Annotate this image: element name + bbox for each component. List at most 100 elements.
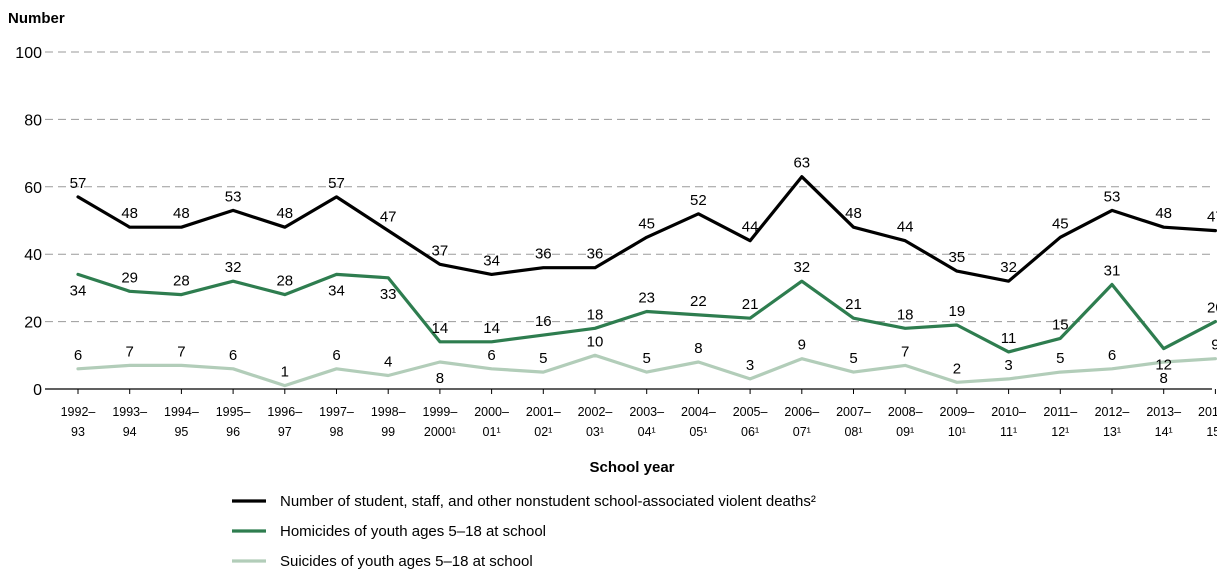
- x-tick-label-line2: 12¹: [1051, 425, 1069, 439]
- y-tick-label: 100: [15, 45, 42, 62]
- x-tick-label-line1: 2007–: [836, 405, 871, 419]
- gridlines: [45, 51, 1216, 394]
- x-tick-label-line1: 2002–: [578, 405, 613, 419]
- data-label-series-0: 48: [173, 205, 190, 222]
- x-tick-label-line2: 93: [71, 425, 85, 439]
- x-tick-label-line2: 15¹: [1206, 425, 1217, 439]
- x-tick-label-line1: 2006–: [784, 405, 819, 419]
- x-tick-label-line1: 2008–: [888, 405, 923, 419]
- data-label-series-0: 44: [897, 219, 914, 236]
- data-label-series-0: 63: [793, 155, 810, 172]
- data-label-series-2: 5: [1056, 350, 1064, 367]
- data-label-series-2: 10: [587, 333, 604, 350]
- legend-entry: Suicides of youth ages 5–18 at school: [280, 553, 533, 570]
- data-label-series-0: 48: [121, 205, 138, 222]
- x-tick-label-line1: 2000–: [474, 405, 509, 419]
- data-label-series-0: 36: [587, 246, 604, 263]
- data-label-series-2: 2: [953, 360, 961, 377]
- x-tick-label-line1: 2005–: [733, 405, 768, 419]
- data-label-series-0: 34: [483, 252, 500, 269]
- data-label-series-2: 6: [1108, 347, 1116, 364]
- data-label-series-2: 8: [694, 340, 702, 357]
- data-label-series-1: 34: [70, 282, 87, 299]
- x-axis-label: School year: [589, 459, 674, 476]
- data-label-series-2: 6: [487, 347, 495, 364]
- y-tick-label: 0: [33, 382, 42, 399]
- data-label-series-2: 7: [901, 343, 909, 360]
- x-tick-label-line2: 97: [278, 425, 292, 439]
- x-tick-label-line2: 14¹: [1155, 425, 1173, 439]
- data-label-series-2: 9: [798, 337, 806, 354]
- data-label-series-0: 52: [690, 192, 707, 209]
- data-label-series-0: 37: [432, 242, 449, 259]
- data-label-series-1: 28: [276, 273, 293, 290]
- data-label-series-1: 32: [793, 259, 810, 276]
- data-label-series-1: 23: [638, 289, 655, 306]
- data-label-series-2: 7: [177, 343, 185, 360]
- x-tick-label-line2: 13¹: [1103, 425, 1121, 439]
- data-label-series-2: 1: [281, 364, 289, 381]
- data-label-series-2: 6: [332, 347, 340, 364]
- x-tick-label-line1: 1992–: [61, 405, 96, 419]
- data-label-series-1: 15: [1052, 316, 1069, 333]
- data-label-series-1: 12: [1155, 357, 1172, 374]
- data-label-series-2: 6: [74, 347, 82, 364]
- data-label-series-0: 48: [276, 205, 293, 222]
- data-label-series-1: 22: [690, 293, 707, 310]
- data-label-series-1: 18: [587, 306, 604, 323]
- data-label-series-2: 3: [1004, 357, 1012, 374]
- data-label-series-0: 57: [70, 175, 87, 192]
- x-tick-label-line2: 95: [174, 425, 188, 439]
- data-label-series-0: 53: [1104, 188, 1121, 205]
- x-tick-label-line1: 2012–: [1095, 405, 1130, 419]
- x-tick-label-line2: 2000¹: [424, 425, 456, 439]
- data-label-series-1: 16: [535, 313, 552, 330]
- x-tick-label-line1: 1999–: [423, 405, 458, 419]
- data-label-series-1: 32: [225, 259, 242, 276]
- data-label-series-1: 31: [1104, 263, 1121, 280]
- x-tick-label-line2: 01¹: [483, 425, 501, 439]
- data-label-series-2: 9: [1211, 337, 1217, 354]
- data-label-series-0: 48: [1155, 205, 1172, 222]
- data-label-series-0: 45: [638, 215, 655, 232]
- data-label-series-1: 18: [897, 306, 914, 323]
- x-tick-label-line2: 02¹: [534, 425, 552, 439]
- series-line-2: [76, 353, 1217, 388]
- data-label-series-1: 19: [949, 303, 966, 320]
- x-tick-label-line1: 2013–: [1146, 405, 1181, 419]
- x-tick-label-line1: 1993–: [112, 405, 147, 419]
- y-tick-label: 40: [24, 247, 42, 264]
- legend-entry: Homicides of youth ages 5–18 at school: [280, 523, 546, 540]
- y-axis-label: Number: [8, 10, 65, 27]
- x-tick-label-line2: 96: [226, 425, 240, 439]
- x-tick-label-line1: 2010–: [991, 405, 1026, 419]
- data-label-series-1: 20: [1207, 300, 1217, 317]
- data-label-series-1: 34: [328, 282, 345, 299]
- x-tick-label-line2: 06¹: [741, 425, 759, 439]
- x-tick-label-line2: 08¹: [844, 425, 862, 439]
- y-tick-label: 60: [24, 180, 42, 197]
- x-tick-label-line2: 07¹: [793, 425, 811, 439]
- x-tick-label-line1: 1997–: [319, 405, 354, 419]
- x-tick-label-line2: 10¹: [948, 425, 966, 439]
- x-tick-label-line2: 98: [330, 425, 344, 439]
- data-label-series-2: 5: [539, 350, 547, 367]
- x-tick-label-line1: 2004–: [681, 405, 716, 419]
- x-tick-label-line1: 2014–: [1198, 405, 1217, 419]
- data-label-series-2: 3: [746, 357, 754, 374]
- data-label-series-0: 47: [380, 209, 397, 226]
- y-tick-label: 80: [24, 112, 42, 129]
- y-tick-labels: 0 20 40 60 80 100: [15, 45, 42, 399]
- data-label-series-0: 32: [1000, 259, 1017, 276]
- data-label-series-1: 14: [432, 320, 449, 337]
- data-label-series-0: 57: [328, 175, 345, 192]
- data-label-series-0: 47: [1207, 209, 1217, 226]
- data-label-series-2: 5: [849, 350, 857, 367]
- x-tick-label-line2: 09¹: [896, 425, 914, 439]
- series-lines: [76, 175, 1217, 388]
- x-tick-label-line2: 05¹: [689, 425, 707, 439]
- data-label-series-2: 8: [1160, 370, 1168, 387]
